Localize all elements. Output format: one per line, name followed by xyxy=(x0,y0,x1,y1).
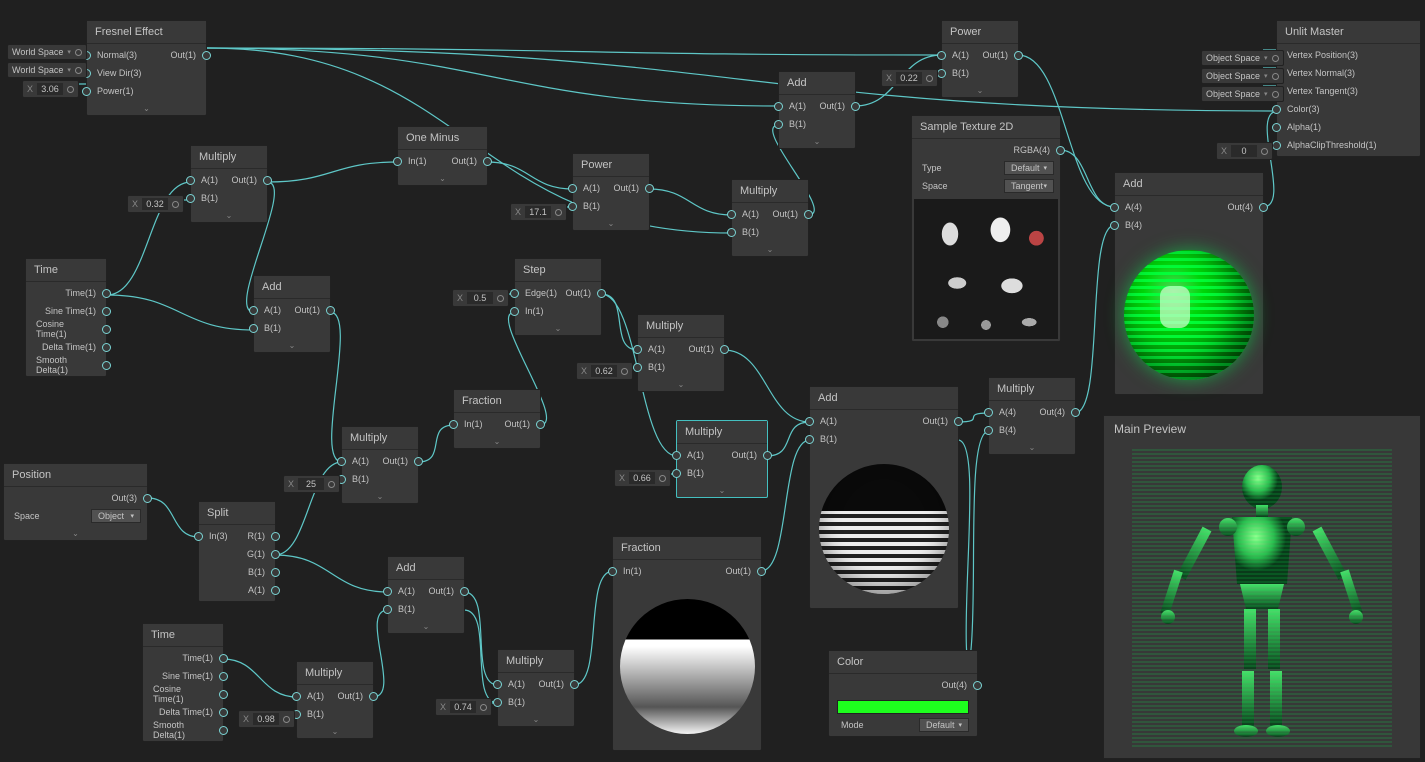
node-add4[interactable]: Add A(1)Out(1) B(1) xyxy=(809,386,959,609)
pill-p25[interactable]: X25 xyxy=(283,475,340,493)
pill-p032[interactable]: X0.32 xyxy=(127,195,184,213)
pill-p05[interactable]: X0.5 xyxy=(452,289,509,307)
pill-p171[interactable]: X17.1 xyxy=(510,203,567,221)
pill-os3[interactable]: Object Space▾ xyxy=(1201,86,1284,102)
node-title: Fresnel Effect xyxy=(87,21,206,44)
sphere-preview xyxy=(1119,240,1259,390)
node-multiply6[interactable]: Multiply A(1)Out(1) B(1) ⌄ xyxy=(676,420,768,498)
node-power2[interactable]: Power A(1)Out(1) B(1) ⌄ xyxy=(941,20,1019,98)
node-power[interactable]: Power A(1)Out(1) B(1) ⌄ xyxy=(572,153,650,231)
node-unlit-master[interactable]: Unlit Master Vertex Position(3) Vertex N… xyxy=(1276,20,1421,157)
gradient-preview xyxy=(617,586,757,746)
node-multiply4[interactable]: Multiply A(1)Out(1) B(1) ⌄ xyxy=(497,649,575,727)
color-mode-dropdown[interactable]: Default▾ xyxy=(919,718,969,732)
collapse-toggle[interactable]: ⌄ xyxy=(87,102,206,115)
stripes-preview xyxy=(814,454,954,604)
node-add5[interactable]: Add A(4)Out(4) B(4) xyxy=(1114,172,1264,395)
pill-px0[interactable]: X0 xyxy=(1216,142,1273,160)
node-multiply8[interactable]: Multiply A(4)Out(4) B(4) ⌄ xyxy=(988,377,1076,455)
node-oneminus[interactable]: One Minus In(1)Out(1) ⌄ xyxy=(397,126,488,186)
node-add3[interactable]: Add A(1)Out(1) B(1) ⌄ xyxy=(778,71,856,149)
position-space-dropdown[interactable]: Object▾ xyxy=(91,509,141,523)
pill-ws2[interactable]: World Space▾ xyxy=(7,62,87,78)
node-sample-texture[interactable]: Sample Texture 2D RGBA(4) TypeDefault▾ S… xyxy=(911,115,1061,342)
pill-p062[interactable]: X0.62 xyxy=(576,362,633,380)
pill-os2[interactable]: Object Space▾ xyxy=(1201,68,1284,84)
node-fresnel[interactable]: Fresnel Effect Normal(3)Out(1) View Dir(… xyxy=(86,20,207,116)
type-dropdown[interactable]: Default▾ xyxy=(1004,161,1054,175)
node-split[interactable]: Split In(3)R(1) G(1) B(1) A(1) xyxy=(198,501,276,602)
color-swatch[interactable] xyxy=(837,700,969,714)
pill-p306[interactable]: X3.06 xyxy=(22,80,79,98)
space-dropdown[interactable]: Tangent▾ xyxy=(1004,179,1054,193)
node-multiply2[interactable]: Multiply A(1)Out(1) B(1) ⌄ xyxy=(296,661,374,739)
node-add1[interactable]: Add A(1)Out(1) B(1) ⌄ xyxy=(253,275,331,353)
node-fraction1[interactable]: Fraction In(1)Out(1) ⌄ xyxy=(453,389,541,449)
node-add2[interactable]: Add A(1)Out(1) B(1) ⌄ xyxy=(387,556,465,634)
main-preview-panel[interactable]: Main Preview xyxy=(1103,415,1421,759)
node-multiply1[interactable]: Multiply A(1)Out(1) B(1) ⌄ xyxy=(190,145,268,223)
node-position[interactable]: Position Out(3) SpaceObject▾ ⌄ xyxy=(3,463,148,541)
node-color[interactable]: Color Out(4) ModeDefault▾ xyxy=(828,650,978,737)
node-multiply7[interactable]: Multiply A(1)Out(1) B(1) ⌄ xyxy=(731,179,809,257)
node-step[interactable]: Step Edge(1)Out(1) In(1) ⌄ xyxy=(514,258,602,336)
pill-p074[interactable]: X0.74 xyxy=(435,698,492,716)
main-preview-image xyxy=(1104,442,1420,756)
texture-preview xyxy=(914,199,1058,339)
node-multiply3[interactable]: Multiply A(1)Out(1) B(1) ⌄ xyxy=(341,426,419,504)
node-time2[interactable]: Time Time(1) Sine Time(1) Cosine Time(1)… xyxy=(142,623,224,742)
node-fraction2[interactable]: Fraction In(1)Out(1) xyxy=(612,536,762,751)
node-multiply5[interactable]: Multiply A(1)Out(1) B(1) ⌄ xyxy=(637,314,725,392)
pill-ws1[interactable]: World Space▾ xyxy=(7,44,87,60)
pill-p066[interactable]: X0.66 xyxy=(614,469,671,487)
node-time1[interactable]: Time Time(1) Sine Time(1) Cosine Time(1)… xyxy=(25,258,107,377)
pill-os1[interactable]: Object Space▾ xyxy=(1201,50,1284,66)
pill-p022[interactable]: X0.22 xyxy=(881,69,938,87)
pill-p098[interactable]: X0.98 xyxy=(238,710,295,728)
